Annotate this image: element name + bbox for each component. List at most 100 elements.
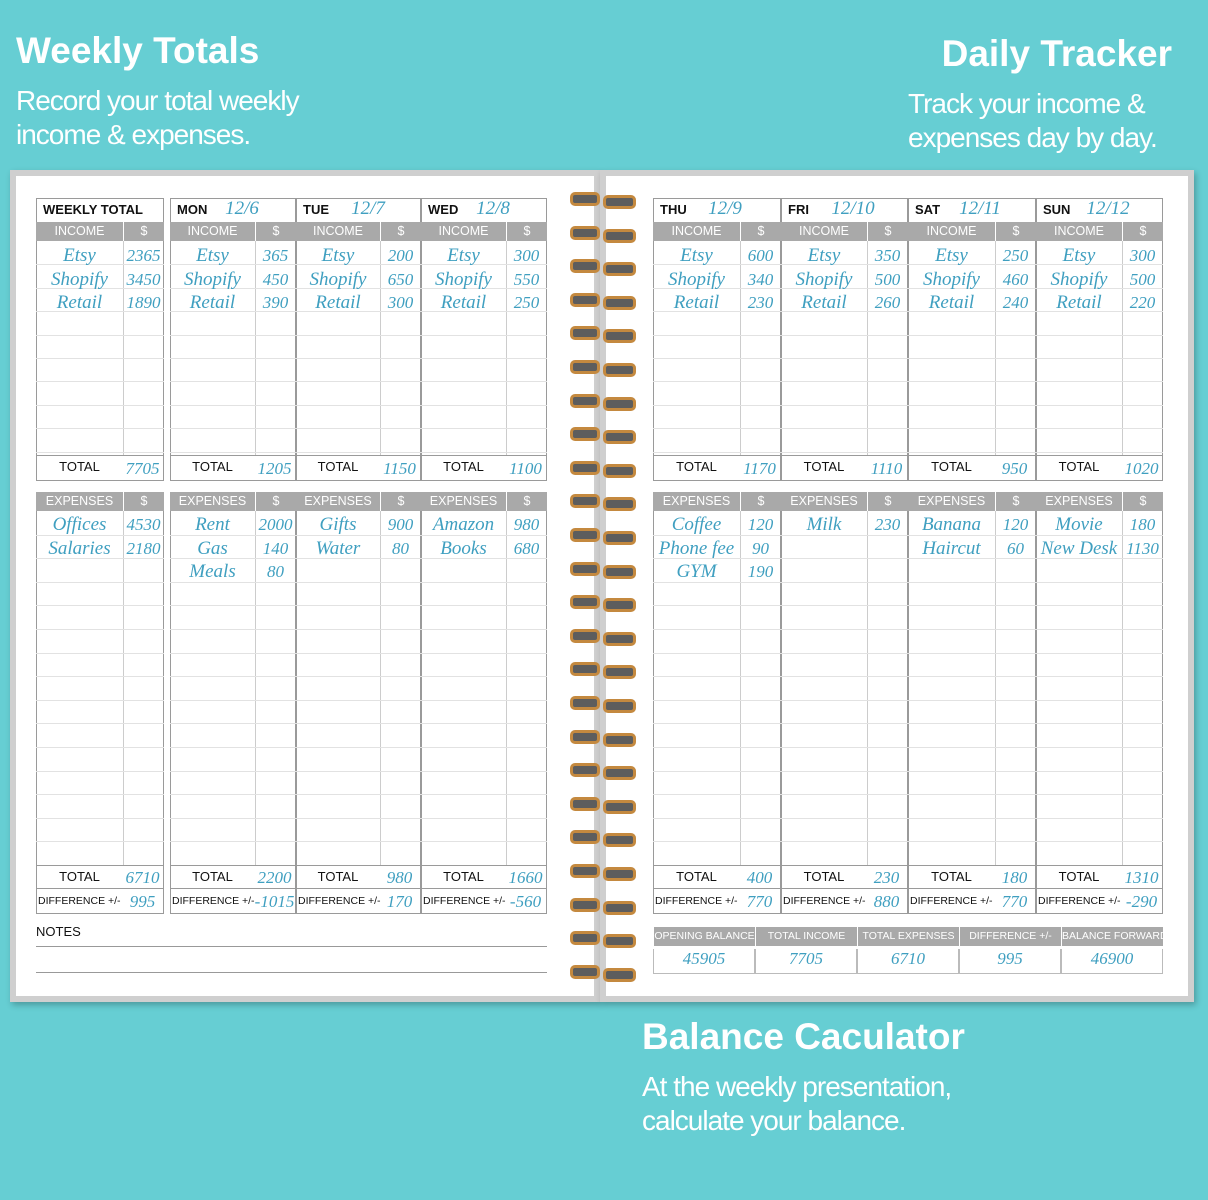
row-line [170,723,296,725]
income-name: Retail [1056,292,1102,313]
row-line [421,264,547,266]
spiral-ring [603,228,636,243]
row-line [296,605,421,607]
row-line [1036,817,1163,819]
row-line [36,358,164,359]
balance-header: OPENING BALANCE [653,927,755,946]
income-amount: 250 [1002,246,1029,265]
income-amount: 260 [874,293,901,312]
expense-total: 400 [746,868,773,887]
row-line [296,358,421,359]
divider [255,222,256,455]
row-line [421,334,547,336]
row-line [653,817,781,819]
row-line [296,534,421,536]
row-line [1036,652,1163,654]
difference-label: DIFFERENCE +/- [1038,895,1121,907]
row-line [1036,747,1163,748]
row-line [653,311,781,313]
row-line [908,676,1036,678]
income-header: INCOME [36,222,123,241]
row-line [36,629,164,630]
income-amount: 240 [1002,293,1029,312]
spiral-ring [603,564,636,579]
callout-text: Record your total weekly [16,85,300,116]
income-amount: 300 [387,293,414,312]
spiral-ring [570,763,600,778]
row-line [781,404,908,406]
spiral-ring [603,195,636,209]
income-name: Etsy [807,245,841,266]
spiral-ring [603,430,636,445]
difference: -560 [509,892,542,911]
spiral-ring [570,259,600,274]
row-line [296,841,421,843]
income-name: Retail [189,292,236,313]
currency-header: $ [1122,492,1163,511]
spiral-ring [570,628,600,643]
left-page [10,170,600,1002]
income-amount: 220 [1129,293,1156,312]
row-line [296,581,421,583]
date: 12/10 [831,198,875,219]
expense-name: Banana [921,514,982,535]
row-line [296,770,421,772]
row-line [1036,334,1163,336]
income-name: Retail [56,292,103,313]
divider [380,222,381,455]
row-line [296,404,421,406]
callout-title: Daily Tracker [941,33,1172,74]
spiral-ring [603,396,636,411]
spiral-ring [603,497,636,512]
row-line [1036,629,1163,630]
spiral-ring [570,931,600,946]
row-line [1036,699,1163,701]
income-total: 1205 [257,459,292,478]
total-line [421,455,547,456]
expense-amount: 60 [1007,538,1024,558]
row-line [421,287,547,289]
balance-header: TOTAL EXPENSES [857,927,959,946]
spiral-ring [603,531,636,545]
row-line [1036,841,1163,843]
row-line [421,794,547,796]
row-line [36,311,164,313]
income-amount: 340 [747,269,774,289]
income-header: INCOME [781,222,867,241]
row-line [1036,428,1163,430]
row-line [170,404,296,406]
row-line [296,699,421,701]
row-line [1036,605,1163,607]
row-line [296,652,421,654]
row-line [1036,534,1163,536]
divider [380,511,381,865]
income-amount: 500 [1129,269,1156,289]
spiral-ring [603,262,636,277]
right-page [600,170,1194,1002]
expense-total: 230 [873,868,900,887]
income-total: 1020 [1124,459,1159,478]
currency-header: $ [506,492,547,511]
row-line [781,676,908,678]
row-line [170,770,296,772]
spiral-ring [603,867,636,881]
callout-text: expenses day by day. [908,122,1158,153]
date: 12/7 [351,198,385,219]
total-label: TOTAL [443,459,484,474]
spiral-ring [570,528,600,542]
row-line [421,451,547,453]
income-amount: 200 [387,246,414,265]
row-line [781,451,908,453]
spiral-ring [570,897,600,912]
row-line [653,629,781,630]
row-line [653,652,781,654]
row-line [170,381,296,383]
callout-text: income & expenses. [16,119,251,150]
expense-name: Books [440,537,487,559]
row-line [421,581,547,583]
row-line [170,451,296,453]
row-line [908,334,1036,336]
date: 12/9 [708,198,742,219]
total-line [36,455,164,456]
row-line [653,558,781,560]
